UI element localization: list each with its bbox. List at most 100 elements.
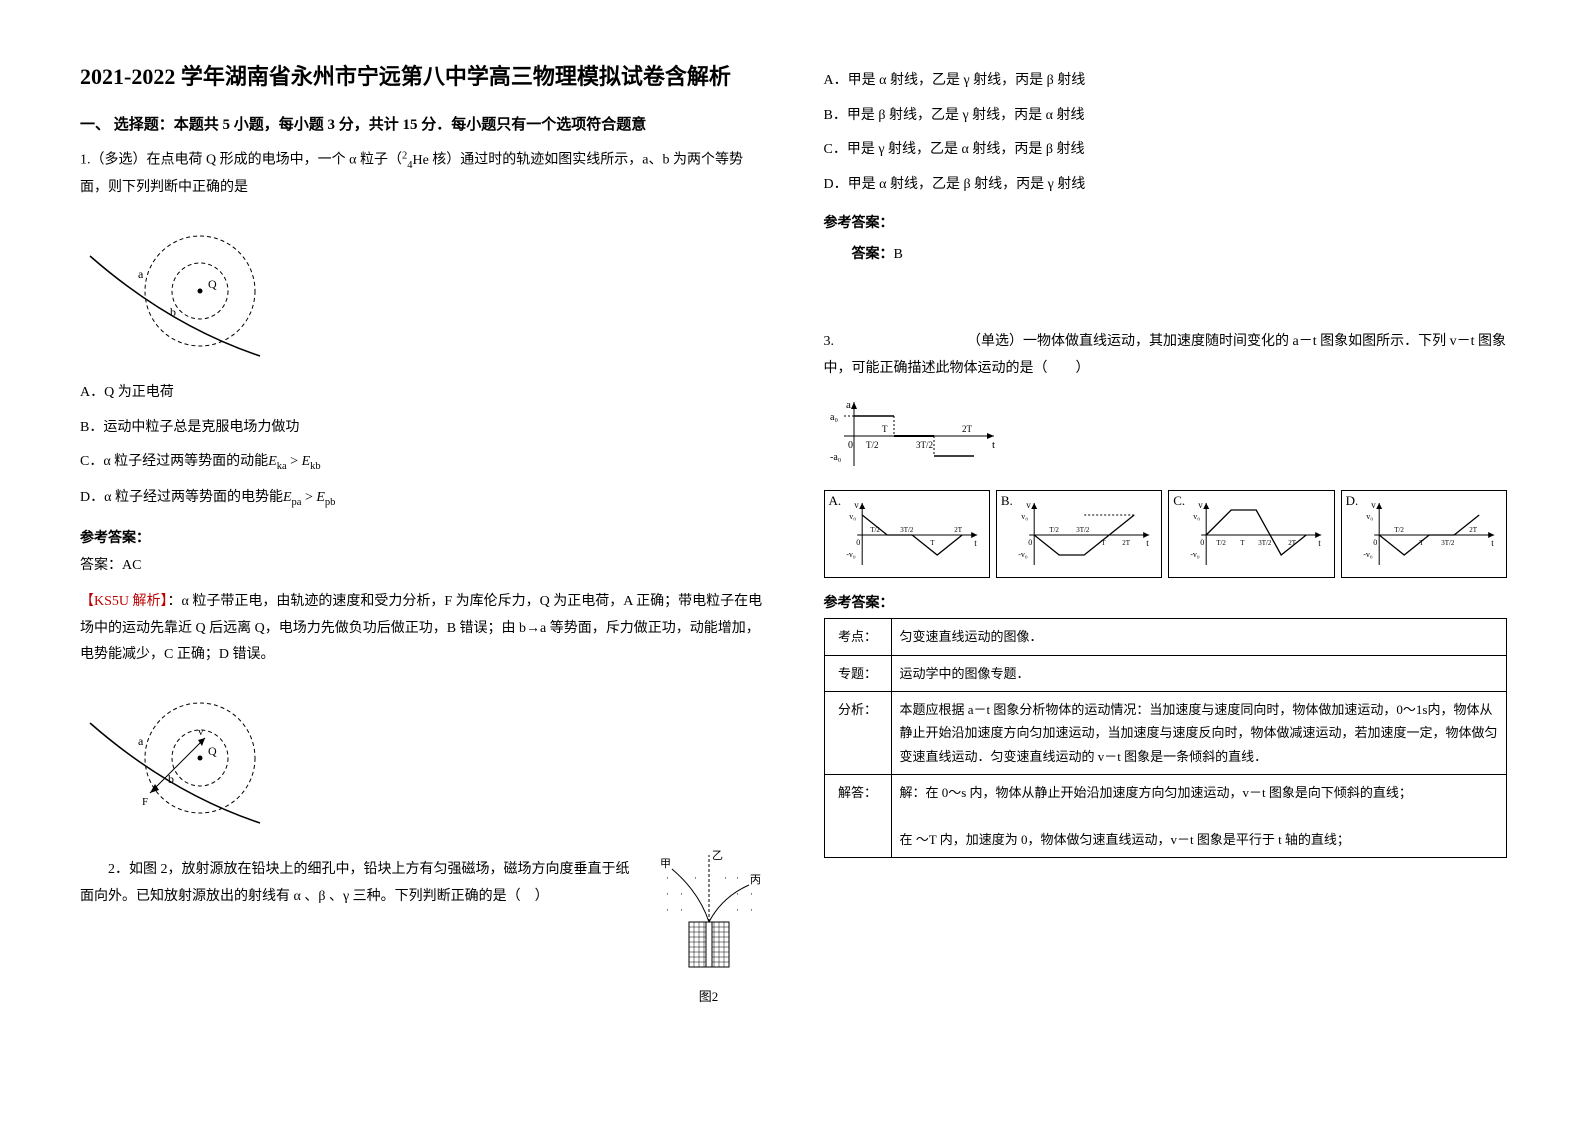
svg-text:T: T (1101, 539, 1106, 547)
nuclide: 24He (402, 153, 429, 168)
svg-text:0: 0 (1373, 538, 1377, 547)
q1-opt-c-pre: C．α 粒子经过两等势面的动能 (80, 454, 268, 469)
svg-text:·: · (736, 905, 739, 915)
q1-opt-b: B．运动中粒子总是克服电场力做功 (80, 415, 764, 442)
q2-opt-d: D．甲是 α 射线，乙是 β 射线，丙是 γ 射线 (824, 172, 1508, 199)
choice-a: A. vt v₀-v₀ 0 T/2 3T/2 2T T (824, 490, 990, 578)
q2-ans-val: B (894, 247, 903, 262)
svg-text:t: t (1318, 538, 1321, 548)
table-row: 考点： 匀变速直线运动的图像． (824, 619, 1507, 655)
q1-stem-a: 1.（多选）在点电荷 Q 形成的电场中，一个 α 粒子（ (80, 153, 402, 168)
svg-text:0: 0 (1028, 538, 1032, 547)
svg-text:·: · (750, 905, 753, 915)
svg-text:·: · (736, 873, 739, 883)
q1-opt-d-pre: D．α 粒子经过两等势面的电势能 (80, 490, 283, 505)
svg-text:a₀: a₀ (830, 412, 838, 423)
svg-text:·: · (666, 873, 669, 883)
cell-head: 解答： (824, 775, 891, 858)
svg-text:·: · (666, 905, 669, 915)
q2-ans-label: 答案： (852, 247, 894, 262)
svg-text:T/2: T/2 (866, 440, 879, 450)
svg-text:3T/2: 3T/2 (900, 526, 914, 534)
svg-text:a: a (846, 399, 851, 411)
choice-d: D. vt v₀-v₀ 0 T/2 T 3T/2 2T (1341, 490, 1507, 578)
svg-text:3T/2: 3T/2 (1076, 526, 1090, 534)
table-row: 专题： 运动学中的图像专题． (824, 655, 1507, 691)
svg-text:t: t (974, 538, 977, 548)
svg-text:·: · (750, 873, 753, 883)
svg-text:2T: 2T (1288, 539, 1297, 547)
svg-text:0: 0 (856, 538, 860, 547)
svg-text:-v₀: -v₀ (846, 550, 856, 559)
q3-choices: A. v t v₀ -v₀ 0 T/2 3T/2 2T T (824, 490, 1508, 578)
svg-text:T/2: T/2 (870, 526, 880, 534)
cell-head: 考点： (824, 619, 891, 655)
svg-text:T: T (1240, 539, 1245, 547)
svg-text:0: 0 (848, 440, 853, 451)
q1-ref: 参考答案： (80, 527, 764, 547)
svg-text:-a₀: -a₀ (830, 452, 842, 463)
svg-text:2T: 2T (954, 526, 963, 534)
svg-text:a: a (138, 734, 144, 748)
cell-head: 分析： (824, 691, 891, 774)
q2-opt-b: B．甲是 β 射线，乙是 γ 射线，丙是 α 射线 (824, 103, 1508, 130)
svg-text:v: v (1371, 500, 1376, 510)
q1-stem: 1.（多选）在点电荷 Q 形成的电场中，一个 α 粒子（24He 核）通过时的轨… (80, 146, 764, 202)
r4-line2: 在 ～T 内，加速度为 0，物体做匀速直线运动，v－t 图象是平行于 t 轴的直… (900, 832, 1350, 847)
svg-text:·: · (724, 873, 727, 883)
q2-ref: 参考答案： (824, 212, 1508, 232)
q3-ref: 参考答案： (824, 592, 1508, 612)
svg-text:a: a (138, 267, 144, 281)
svg-text:·: · (680, 905, 683, 915)
svg-text:-v₀: -v₀ (1190, 550, 1200, 559)
svg-text:·: · (680, 873, 683, 883)
svg-text:v₀: v₀ (1193, 512, 1200, 521)
svg-text:T/2: T/2 (1216, 539, 1226, 547)
svg-text:Q: Q (208, 277, 217, 291)
table-row: 分析： 本题应根据 a－t 图象分析物体的运动情况：当加速度与速度同向时，物体做… (824, 691, 1507, 774)
q1-opt-a: A．Q 为正电荷 (80, 380, 764, 407)
r4-line1: 解：在 0～s 内，物体从静止开始沿加速度方向匀加速运动，v－t 图象是向下倾斜… (900, 785, 1412, 800)
q1-explanation: 【KS5U 解析】：α 粒子带正电，由轨迹的速度和受力分析，F 为库伦斥力，Q … (80, 589, 764, 669)
left-column: 2021-2022 学年湖南省永州市宁远第八中学高三物理模拟试卷含解析 一、 选… (80, 60, 764, 1005)
svg-text:2T: 2T (1469, 526, 1478, 534)
cell-body: 匀变速直线运动的图像． (891, 619, 1507, 655)
svg-text:·: · (666, 889, 669, 899)
svg-text:2T: 2T (1122, 539, 1131, 547)
svg-text:3T/2: 3T/2 (1441, 539, 1455, 547)
svg-text:·: · (736, 889, 739, 899)
svg-text:-v₀: -v₀ (1018, 550, 1028, 559)
cell-head: 专题： (824, 655, 891, 691)
svg-text:t: t (1491, 538, 1494, 548)
right-column: A．甲是 α 射线，乙是 γ 射线，丙是 β 射线 B．甲是 β 射线，乙是 γ… (824, 60, 1508, 1005)
section-heading: 一、 选择题：本题共 5 小题，每小题 3 分，共计 15 分．每小题只有一个选… (80, 113, 764, 134)
q2-fig-caption: 图2 (654, 986, 764, 1005)
cell-body: 运动学中的图像专题． (891, 655, 1507, 691)
svg-text:v₀: v₀ (849, 512, 856, 521)
choice-label: B. (1001, 493, 1013, 509)
q1-opt-c: C．α 粒子经过两等势面的动能Eka > Ekb (80, 449, 764, 477)
svg-text:v: v (198, 726, 204, 738)
svg-text:·: · (680, 889, 683, 899)
svg-text:3T/2: 3T/2 (916, 440, 933, 450)
svg-text:T: T (930, 539, 935, 547)
q3-table: 考点： 匀变速直线运动的图像． 专题： 运动学中的图像专题． 分析： 本题应根据… (824, 618, 1508, 858)
svg-text:v: v (1026, 500, 1031, 510)
svg-text:t: t (1146, 538, 1149, 548)
svg-text:·: · (750, 889, 753, 899)
svg-text:v: v (1198, 500, 1203, 510)
svg-text:2T: 2T (962, 424, 973, 434)
choice-label: A. (829, 493, 842, 509)
svg-text:v₀: v₀ (1021, 512, 1028, 521)
q2-opt-a: A．甲是 α 射线，乙是 γ 射线，丙是 β 射线 (824, 68, 1508, 95)
svg-text:·: · (694, 873, 697, 883)
svg-text:Q: Q (208, 744, 217, 758)
choice-b: B. vt v₀-v₀ 0 T/2 3T/2 T 2T (996, 490, 1162, 578)
q2-answer: 答案：B (824, 242, 1508, 269)
q1-figure: Q a b (80, 216, 280, 366)
q2-row: 2．如图 2，放射源放在铅块上的细孔中，铅块上方有匀强磁场，磁场方向度垂直于纸面… (80, 847, 764, 1005)
formula: Eka > Ekb (268, 454, 320, 469)
q1-answer: 答案：AC (80, 553, 764, 580)
svg-text:T: T (882, 424, 888, 434)
formula: Epa > Epb (283, 490, 335, 505)
